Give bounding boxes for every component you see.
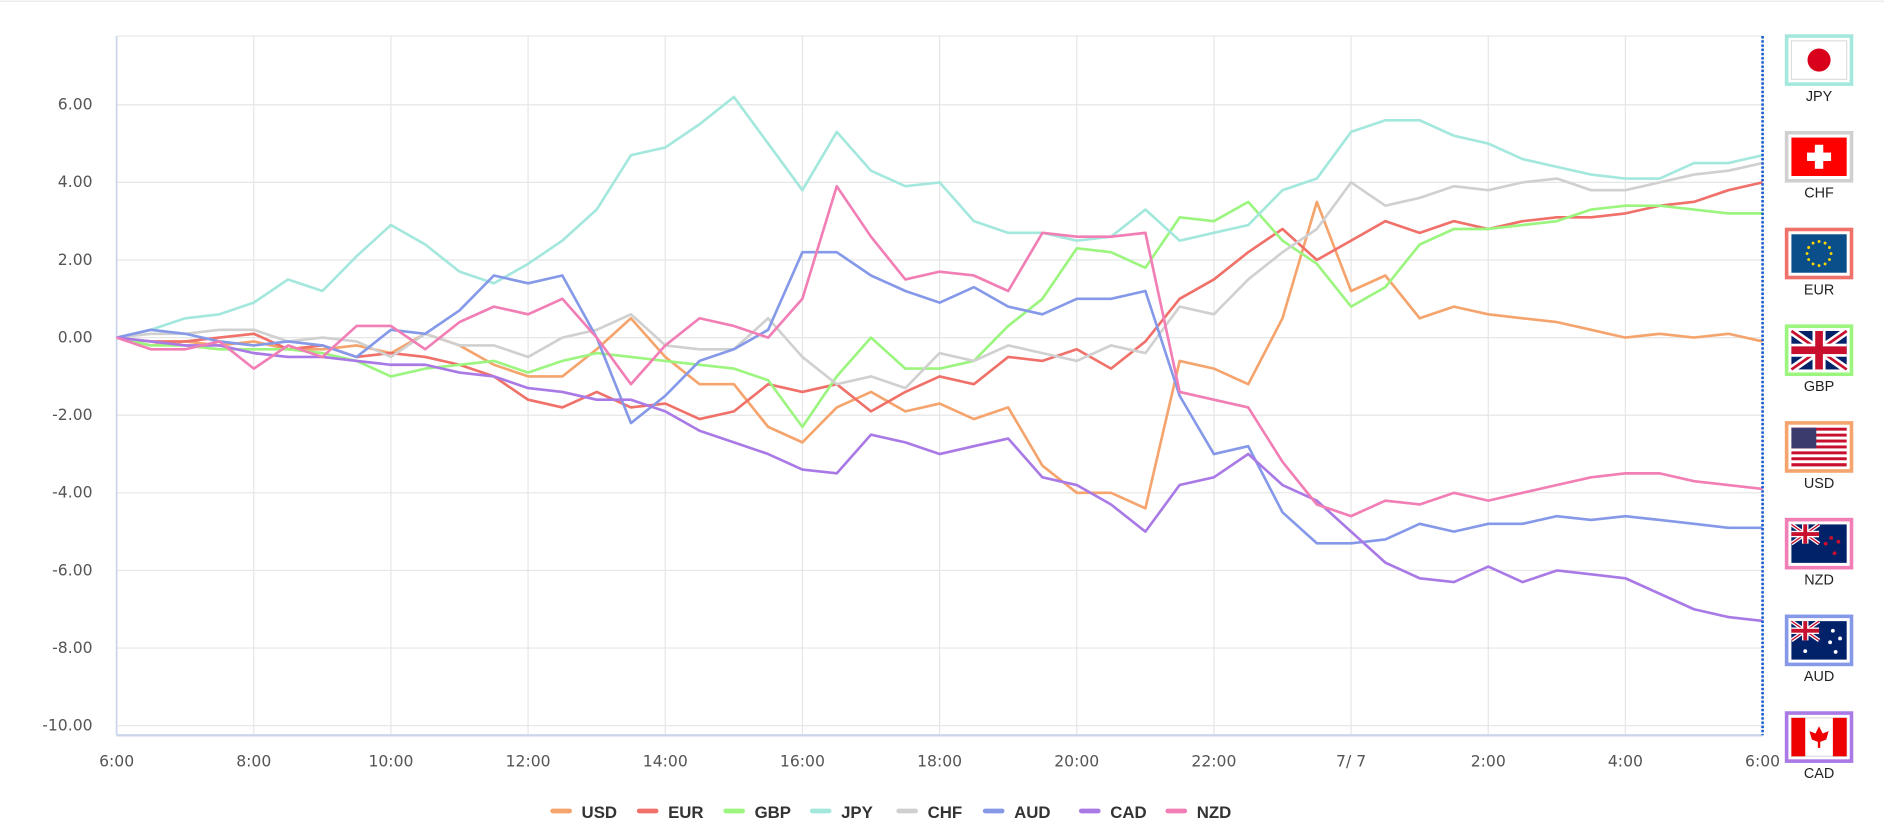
currency-code: EUR — [1804, 282, 1834, 298]
legend-swatch-icon — [896, 808, 918, 814]
currency-code: GBP — [1804, 379, 1834, 395]
legend-label: CHF — [928, 803, 963, 822]
x-tick-label: 8:00 — [236, 753, 271, 771]
new-zealand-flag-icon — [1790, 522, 1847, 563]
x-tick-label: 12:00 — [506, 753, 551, 771]
legend-label: CAD — [1110, 803, 1146, 822]
y-tick-label: -4.00 — [52, 484, 92, 502]
legend: USD EUR GBP JPY CHF AUD CAD NZD — [550, 803, 1231, 822]
x-axis: 6:00 8:00 10:00 12:00 14:00 16:00 18:00 20:00 22… — [99, 734, 1780, 771]
legend-label: AUD — [1014, 803, 1050, 822]
x-tick-label: 2:00 — [1471, 753, 1506, 771]
y-tick-label: 0.00 — [58, 328, 93, 346]
y-tick-label: 2.00 — [58, 251, 93, 269]
y-tick-label: -2.00 — [52, 406, 92, 424]
legend-swatch-icon — [636, 808, 659, 814]
legend-item-usd[interactable]: USD — [550, 803, 617, 822]
currency-code: USD — [1804, 476, 1834, 492]
x-tick-label: 22:00 — [1191, 753, 1236, 771]
legend-item-aud[interactable]: AUD — [982, 803, 1051, 822]
series-line-cad[interactable] — [116, 336, 1763, 623]
legend-item-jpy[interactable]: JPY — [809, 803, 873, 822]
x-tick-label: 20:00 — [1054, 753, 1099, 771]
legend-swatch-icon — [982, 808, 1005, 814]
canada-flag-icon — [1790, 717, 1848, 757]
ranking-item-aud[interactable]: AUD — [1784, 614, 1854, 685]
legend-label: EUR — [668, 803, 704, 822]
ranking-item-nzd[interactable]: NZD — [1784, 517, 1854, 589]
y-axis: 6.00 4.00 2.00 0.00 -2.00 -4.00 -6.00 -8.00 -10.… — [42, 36, 118, 736]
legend-swatch-icon — [550, 808, 572, 814]
legend-item-nzd[interactable]: NZD — [1165, 803, 1231, 822]
y-tick-label: -6.00 — [52, 561, 92, 579]
japan-flag-icon — [1790, 40, 1848, 80]
plot-area[interactable] — [116, 95, 1763, 623]
currency-code: NZD — [1804, 573, 1834, 589]
currency-code: CHF — [1804, 186, 1834, 202]
x-tick-label: 7/ 7 — [1336, 753, 1366, 771]
legend-item-cad[interactable]: CAD — [1078, 803, 1147, 822]
legend-swatch-icon — [809, 808, 832, 814]
legend-swatch-icon — [1078, 808, 1101, 814]
y-tick-label: 4.00 — [58, 173, 93, 191]
legend-item-eur[interactable]: EUR — [636, 803, 704, 822]
legend-item-chf[interactable]: CHF — [896, 803, 962, 822]
ranking-item-jpy[interactable]: JPY — [1784, 34, 1854, 105]
currency-code: CAD — [1804, 766, 1834, 782]
legend-label: GBP — [755, 803, 791, 822]
ranking-item-cad[interactable]: CAD — [1784, 711, 1854, 782]
legend-swatch-icon — [723, 808, 745, 814]
ranking-item-chf[interactable]: CHF — [1784, 130, 1854, 202]
y-tick-label: -8.00 — [52, 639, 92, 657]
x-tick-label: 18:00 — [917, 753, 962, 771]
y-tick-label: -10.00 — [42, 716, 92, 734]
legend-label: JPY — [841, 803, 873, 822]
currency-code: JPY — [1806, 89, 1833, 105]
ranking-item-gbp[interactable]: GBP — [1784, 324, 1854, 395]
x-tick-label: 4:00 — [1608, 753, 1643, 771]
series-line-jpy[interactable] — [116, 95, 1763, 339]
series-line-aud[interactable] — [116, 250, 1763, 545]
legend-swatch-icon — [1165, 808, 1188, 814]
legend-label: NZD — [1197, 803, 1232, 822]
x-tick-label: 6:00 — [99, 753, 134, 771]
x-tick-label: 10:00 — [368, 753, 413, 771]
series-line-gbp[interactable] — [116, 200, 1763, 429]
y-tick-label: 6.00 — [58, 96, 93, 114]
eu-flag-icon — [1791, 234, 1847, 273]
ranking-panel: JPY CHF EUR GBP USD NZD AUD CAD — [1784, 34, 1854, 782]
us-flag-icon — [1791, 427, 1847, 467]
x-tick-label: 14:00 — [643, 753, 688, 771]
grid — [116, 35, 1764, 736]
series-line-chf[interactable] — [116, 161, 1763, 390]
series-line-nzd[interactable] — [116, 184, 1763, 518]
legend-label: USD — [582, 803, 617, 822]
australia-flag-icon — [1790, 619, 1847, 660]
x-tick-label: 16:00 — [780, 753, 825, 771]
currency-code: AUD — [1804, 669, 1834, 685]
ranking-item-eur[interactable]: EUR — [1784, 227, 1854, 298]
legend-item-gbp[interactable]: GBP — [723, 803, 791, 822]
switzerland-flag-icon — [1791, 137, 1847, 177]
ranking-item-usd[interactable]: USD — [1784, 421, 1854, 492]
uk-flag-icon — [1789, 327, 1849, 373]
x-tick-label: 6:00 — [1745, 753, 1780, 771]
